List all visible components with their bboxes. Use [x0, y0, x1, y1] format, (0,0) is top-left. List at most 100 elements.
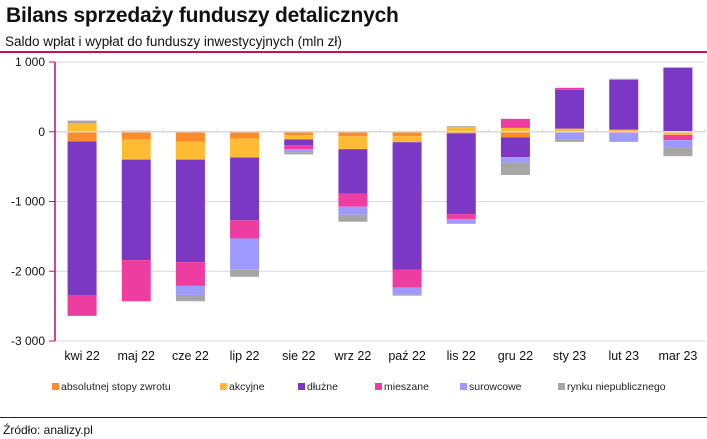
x-tick-label: lut 23	[608, 349, 639, 363]
bar-segment	[230, 138, 260, 158]
bar-segment	[392, 269, 422, 288]
bar-segment	[121, 131, 151, 140]
bar-segment	[609, 79, 639, 130]
legend-label: surowcowe	[469, 381, 522, 393]
bar-segment	[67, 131, 97, 142]
bar-segment	[230, 157, 260, 221]
bar-segment	[446, 131, 476, 134]
bar-segment	[284, 131, 314, 136]
bar-segment	[392, 136, 422, 143]
bar-segment	[338, 149, 368, 194]
bar-segment	[67, 123, 97, 132]
source-note: Źródło: analizy.pl	[3, 423, 93, 437]
y-tick-label: 0	[38, 125, 45, 139]
bar-segment	[663, 134, 693, 141]
bar-segment	[284, 145, 314, 150]
bar-segment	[446, 218, 476, 224]
bar-segment	[609, 129, 639, 131]
legend-swatch	[375, 383, 382, 390]
bar-segment	[555, 128, 585, 132]
bar-segment	[609, 132, 639, 142]
x-tick-label: wrz 22	[334, 349, 372, 363]
chart-title: Bilans sprzedaży funduszy detalicznych	[6, 4, 399, 27]
bar-segment	[284, 149, 314, 153]
bar-segment	[663, 147, 693, 157]
bar-segment	[175, 262, 205, 286]
bar-segment	[338, 136, 368, 150]
bar-segment	[446, 127, 476, 132]
bar-segment	[446, 133, 476, 215]
bar-segment	[663, 67, 693, 132]
bar-segment	[663, 132, 693, 135]
legend-swatch	[220, 383, 227, 390]
x-tick-label: cze 22	[172, 349, 209, 363]
bar-segment	[446, 214, 476, 219]
bar-segment	[67, 294, 97, 316]
legend-swatch	[558, 383, 565, 390]
bar-segment	[663, 140, 693, 148]
x-tick-label: sie 22	[282, 349, 315, 363]
bar-segment	[121, 159, 151, 261]
bar-segment	[284, 139, 314, 146]
legend-swatch	[298, 383, 305, 390]
bar-segment	[555, 131, 585, 140]
x-tick-label: mar 23	[658, 349, 697, 363]
header-divider	[0, 51, 707, 53]
bar-segment	[500, 118, 530, 128]
bar-segment	[338, 214, 368, 222]
legend-swatch	[52, 383, 59, 390]
bar-segment	[338, 131, 368, 137]
bar-segment	[500, 157, 530, 163]
bar-segment	[392, 131, 422, 137]
bar-segment	[121, 260, 151, 302]
bar-segment	[230, 269, 260, 277]
bar-segment	[284, 152, 314, 155]
legend-label: absolutnej stopy zwrotu	[61, 381, 171, 393]
bar-segment	[67, 141, 97, 295]
footer-divider	[0, 417, 707, 418]
x-tick-label: sty 23	[553, 349, 586, 363]
bar-segment	[230, 131, 260, 139]
bar-segment	[500, 137, 530, 158]
legend-label: dłużne	[307, 381, 338, 393]
bar-segment	[175, 294, 205, 302]
bar-segment	[175, 285, 205, 295]
legend-swatch	[460, 383, 467, 390]
bar-segment	[338, 193, 368, 207]
legend-label: mieszane	[384, 381, 429, 393]
bar-segment	[392, 287, 422, 295]
bar-segment	[67, 120, 97, 124]
bar-segment	[175, 131, 205, 142]
y-tick-label: -3 000	[11, 334, 45, 348]
x-tick-label: kwi 22	[64, 349, 99, 363]
y-tick-label: 1 000	[15, 55, 45, 69]
bar-segment	[284, 135, 314, 140]
x-tick-label: lis 22	[447, 349, 476, 363]
bar-segment	[500, 162, 530, 175]
bar-segment	[555, 89, 585, 129]
bar-segment	[500, 131, 530, 138]
bar-segment	[175, 141, 205, 160]
x-tick-label: maj 22	[117, 349, 155, 363]
legend-label: rynku niepublicznego	[567, 381, 666, 393]
bar-segment	[555, 139, 585, 142]
x-tick-label: gru 22	[498, 349, 533, 363]
bar-segment	[392, 294, 422, 296]
bar-segment	[121, 139, 151, 160]
x-tick-label: paź 22	[388, 349, 426, 363]
chart-subtitle: Saldo wpłat i wypłat do funduszy inwesty…	[5, 34, 342, 49]
y-tick-label: -2 000	[11, 264, 45, 278]
y-tick-label: -1 000	[11, 195, 45, 209]
bar-segment	[500, 127, 530, 132]
bar-segment	[446, 126, 476, 128]
bar-segment	[555, 87, 585, 90]
bar-segment	[392, 142, 422, 270]
bar-segment	[230, 238, 260, 270]
bar-segment	[230, 220, 260, 239]
bar-segment	[175, 159, 205, 263]
bar-segment	[609, 78, 639, 80]
legend-label: akcyjne	[229, 381, 265, 393]
x-tick-label: lip 22	[230, 349, 260, 363]
